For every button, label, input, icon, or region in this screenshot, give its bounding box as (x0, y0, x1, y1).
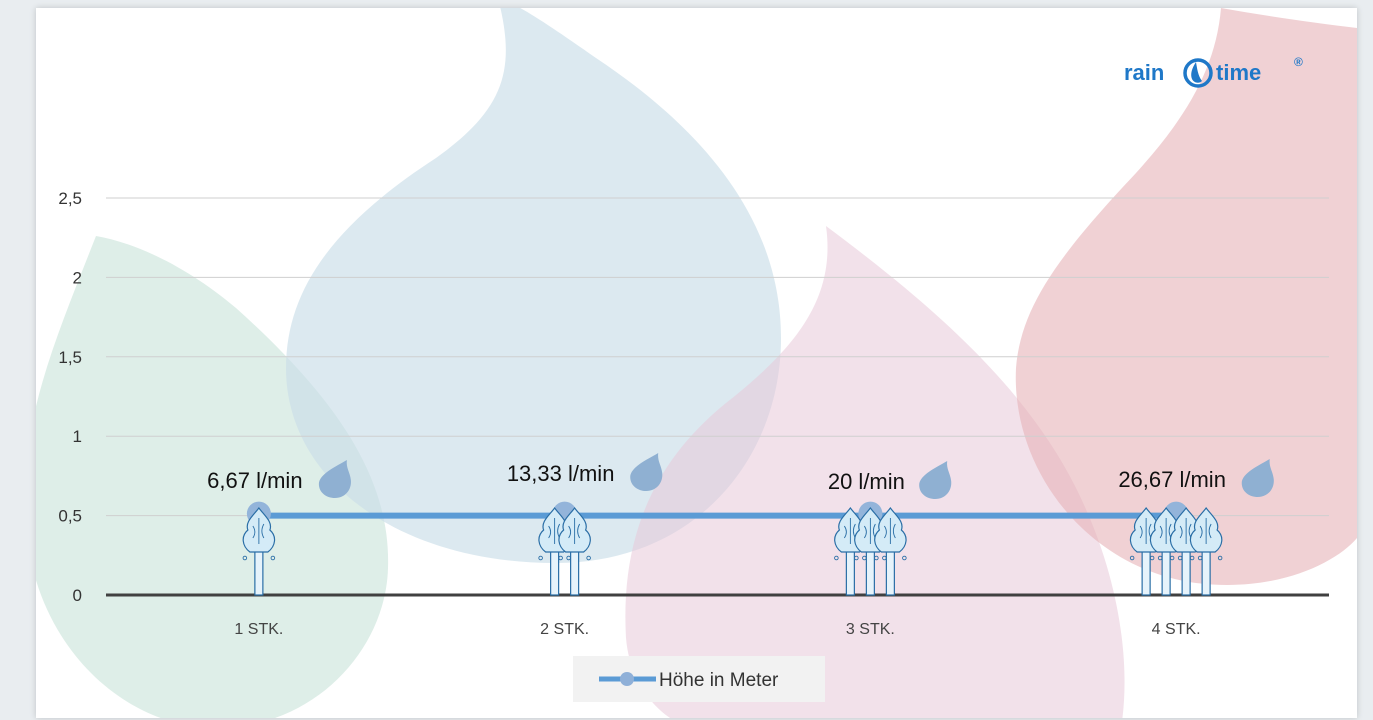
x-tick-label: 3 STK. (846, 621, 895, 638)
flow-label-group: 6,67 l/min (207, 460, 351, 498)
water-drop-icon (318, 460, 351, 498)
water-drop-icon (630, 453, 663, 491)
logo-drop-inner (1191, 62, 1202, 83)
x-tick-label: 2 STK. (540, 621, 589, 638)
legend[interactable]: Höhe in Meter (573, 656, 825, 702)
x-tick-label: 1 STK. (234, 621, 283, 638)
chart-svg: rain time ® 0 0,5 1 1,5 2 2,5 1 STK. 2 STK. 3 S… (36, 8, 1357, 718)
flow-label-group: 26,67 l/min (1118, 459, 1274, 497)
raintime-logo: rain time ® (1124, 55, 1303, 88)
flow-label-group: 13,33 l/min (507, 453, 663, 491)
legend-marker-swatch (620, 672, 634, 686)
chart-card: rain time ® 0 0,5 1 1,5 2 2,5 1 STK. 2 STK. 3 S… (36, 8, 1357, 718)
flow-label: 20 l/min (828, 469, 905, 494)
legend-label: Höhe in Meter (659, 670, 779, 691)
flow-label-group: 20 l/min (828, 461, 952, 499)
blue-drop-shape (286, 8, 781, 563)
y-tick-label: 2 (73, 268, 82, 287)
y-tick-label: 0,5 (58, 507, 82, 526)
y-axis-ticks: 0 0,5 1 1,5 2 2,5 (58, 189, 82, 605)
water-drop-icon (1241, 459, 1274, 497)
flow-label: 13,33 l/min (507, 461, 615, 486)
sprinkler-icon (1189, 507, 1223, 596)
logo-registered: ® (1294, 55, 1303, 69)
sprinkler-icon (242, 507, 276, 596)
x-tick-label: 4 STK. (1152, 621, 1201, 638)
y-tick-label: 2,5 (58, 189, 82, 208)
background-drops (36, 8, 1357, 718)
y-tick-label: 1,5 (58, 348, 82, 367)
flow-labels: 6,67 l/min 13,33 l/min 20 l/min 26,67 l/min (207, 453, 1274, 499)
flow-label: 6,67 l/min (207, 468, 302, 493)
logo-text-time: time (1216, 60, 1261, 85)
sprinkler-icon (558, 507, 591, 596)
sprinklers (242, 507, 1223, 596)
logo-text-rain: rain (1124, 60, 1164, 85)
flow-label: 26,67 l/min (1118, 467, 1226, 492)
y-tick-label: 0 (73, 586, 82, 605)
red-drop-shape (1015, 8, 1357, 585)
y-tick-label: 1 (73, 427, 82, 446)
water-drop-icon (919, 461, 952, 499)
logo-drop-icon (1183, 58, 1213, 88)
sprinkler-icon (874, 507, 907, 596)
x-axis-ticks: 1 STK. 2 STK. 3 STK. 4 STK. (234, 621, 1200, 638)
